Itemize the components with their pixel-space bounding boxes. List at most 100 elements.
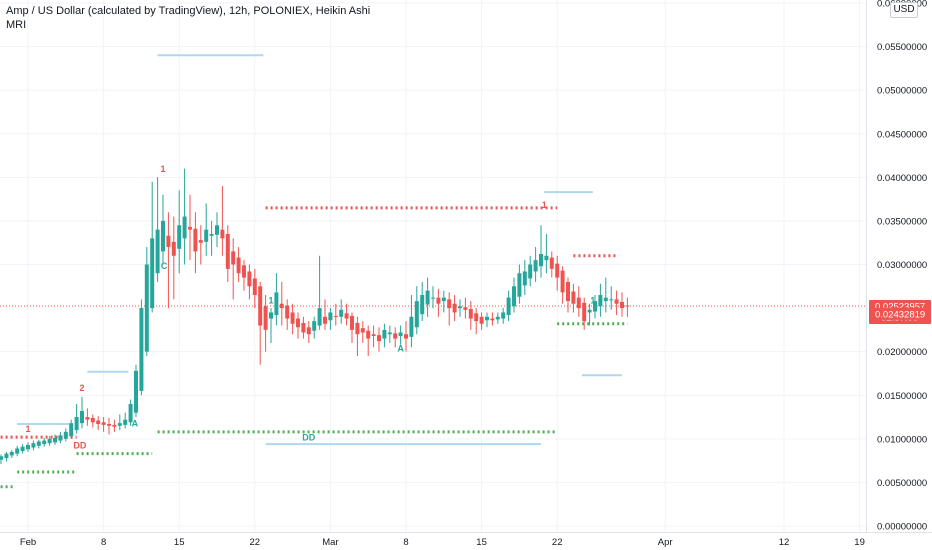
y-tick-label: 0.02000000 (877, 347, 927, 358)
y-tick-label: 0.05000000 (877, 86, 927, 97)
annotation-label: A (397, 344, 404, 354)
y-tick-label: 0.00000000 (877, 522, 927, 533)
candle-body (96, 420, 101, 425)
annotation-label: 1 (268, 296, 273, 306)
candle-body (312, 321, 317, 331)
candle-body (625, 305, 630, 307)
candle-body (333, 315, 338, 317)
candle-body (225, 233, 230, 269)
candle-body (80, 410, 84, 424)
annotation-label: 1 (160, 164, 165, 174)
candle-body (166, 235, 171, 248)
x-tick-label: 12 (779, 537, 790, 548)
candle-body (296, 318, 300, 328)
y-tick-label: 0.01000000 (877, 434, 927, 445)
annotation-label: DD (302, 433, 315, 443)
y-tick-label: 0.05500000 (877, 42, 927, 53)
x-tick-label: Apr (658, 537, 673, 548)
candle-body (161, 220, 165, 252)
candle-body (26, 444, 30, 450)
candle-body (528, 264, 533, 279)
x-tick-label: 8 (403, 537, 408, 548)
chart-header: Amp / US Dollar (calculated by TradingVi… (6, 4, 370, 32)
candle-body (544, 255, 549, 261)
candle-body (274, 292, 279, 316)
candle-body (31, 443, 36, 448)
candle-body (134, 370, 138, 413)
candle-body (4, 453, 9, 459)
candle-body (269, 312, 273, 319)
candle-body (587, 309, 592, 313)
candle-body (522, 271, 527, 286)
candle-body (317, 308, 322, 326)
candle-body (603, 297, 608, 302)
annotation-label: 2 (79, 383, 84, 393)
candle-body (409, 316, 414, 337)
candle-body (47, 438, 52, 444)
candle-body (128, 403, 133, 423)
candle-body (609, 299, 614, 301)
price-axis[interactable]: 0.00000000 0.00500000 0.01000000 0.01500000… (877, 0, 927, 533)
candle-body (231, 251, 236, 265)
candle-body (420, 295, 425, 315)
candle-body (20, 446, 25, 452)
y-tick-label: 0.03000000 (877, 260, 927, 271)
candle-body (506, 297, 511, 316)
price-tag-value: 0.02523957 (875, 301, 925, 312)
candle-body (236, 257, 241, 274)
candle-body (247, 271, 252, 287)
candle-body (582, 302, 587, 322)
candle-body (139, 308, 144, 391)
currency-button[interactable]: USD (890, 2, 918, 18)
x-tick-label: 8 (101, 537, 106, 548)
candle-body (306, 327, 311, 335)
candle-body (42, 440, 47, 445)
candle-body (355, 322, 360, 335)
annotations: 1 2 DD A 1 C 1 DD A 1 1 (25, 164, 595, 450)
candle-body (85, 417, 90, 420)
candle-body (220, 229, 225, 239)
candle-body (171, 241, 176, 256)
y-tick-label: 0.01500000 (877, 391, 927, 402)
candle-body (177, 225, 182, 249)
annotation-label: 1 (590, 296, 595, 306)
candle-body (279, 303, 284, 309)
candle-body (107, 424, 111, 426)
candle-body (360, 328, 365, 333)
candle-body (598, 295, 603, 307)
candle-body (463, 307, 468, 310)
candle-body (495, 316, 500, 320)
candle-body (474, 313, 479, 322)
candle-body (555, 263, 560, 278)
time-axis[interactable]: Feb 8 15 22 Mar 8 15 22 Apr 12 19 (20, 537, 865, 548)
candle-body (398, 332, 403, 336)
candle-body (566, 281, 570, 302)
x-tick-label: 19 (854, 537, 865, 548)
candle-body (69, 423, 74, 437)
candle-body (53, 437, 57, 443)
candle-body (301, 322, 306, 333)
candle-body (63, 431, 68, 439)
candle-body (285, 305, 290, 319)
candle-body (414, 301, 419, 328)
candle-body (182, 216, 187, 239)
candle-body (350, 315, 354, 330)
candle-body (366, 330, 371, 339)
candle-body (404, 334, 408, 339)
symbol-title[interactable]: Amp / US Dollar (calculated by TradingVi… (6, 5, 371, 17)
chart-grid (0, 0, 866, 532)
price-tag (869, 307, 931, 320)
price-tags: 0.0252395702:57:000.02432819 (869, 299, 931, 324)
candle-body (452, 303, 457, 313)
candle-body (58, 435, 63, 441)
x-tick-label: Feb (20, 537, 36, 548)
annotation-label: A (132, 419, 139, 429)
candle-body (328, 312, 333, 321)
indicator-label[interactable]: MRI (6, 19, 27, 31)
candle-body (323, 316, 327, 324)
candle-body (90, 417, 95, 423)
candle-body (252, 278, 257, 296)
annotation-label: DD (73, 440, 86, 450)
candle-body (517, 273, 522, 297)
